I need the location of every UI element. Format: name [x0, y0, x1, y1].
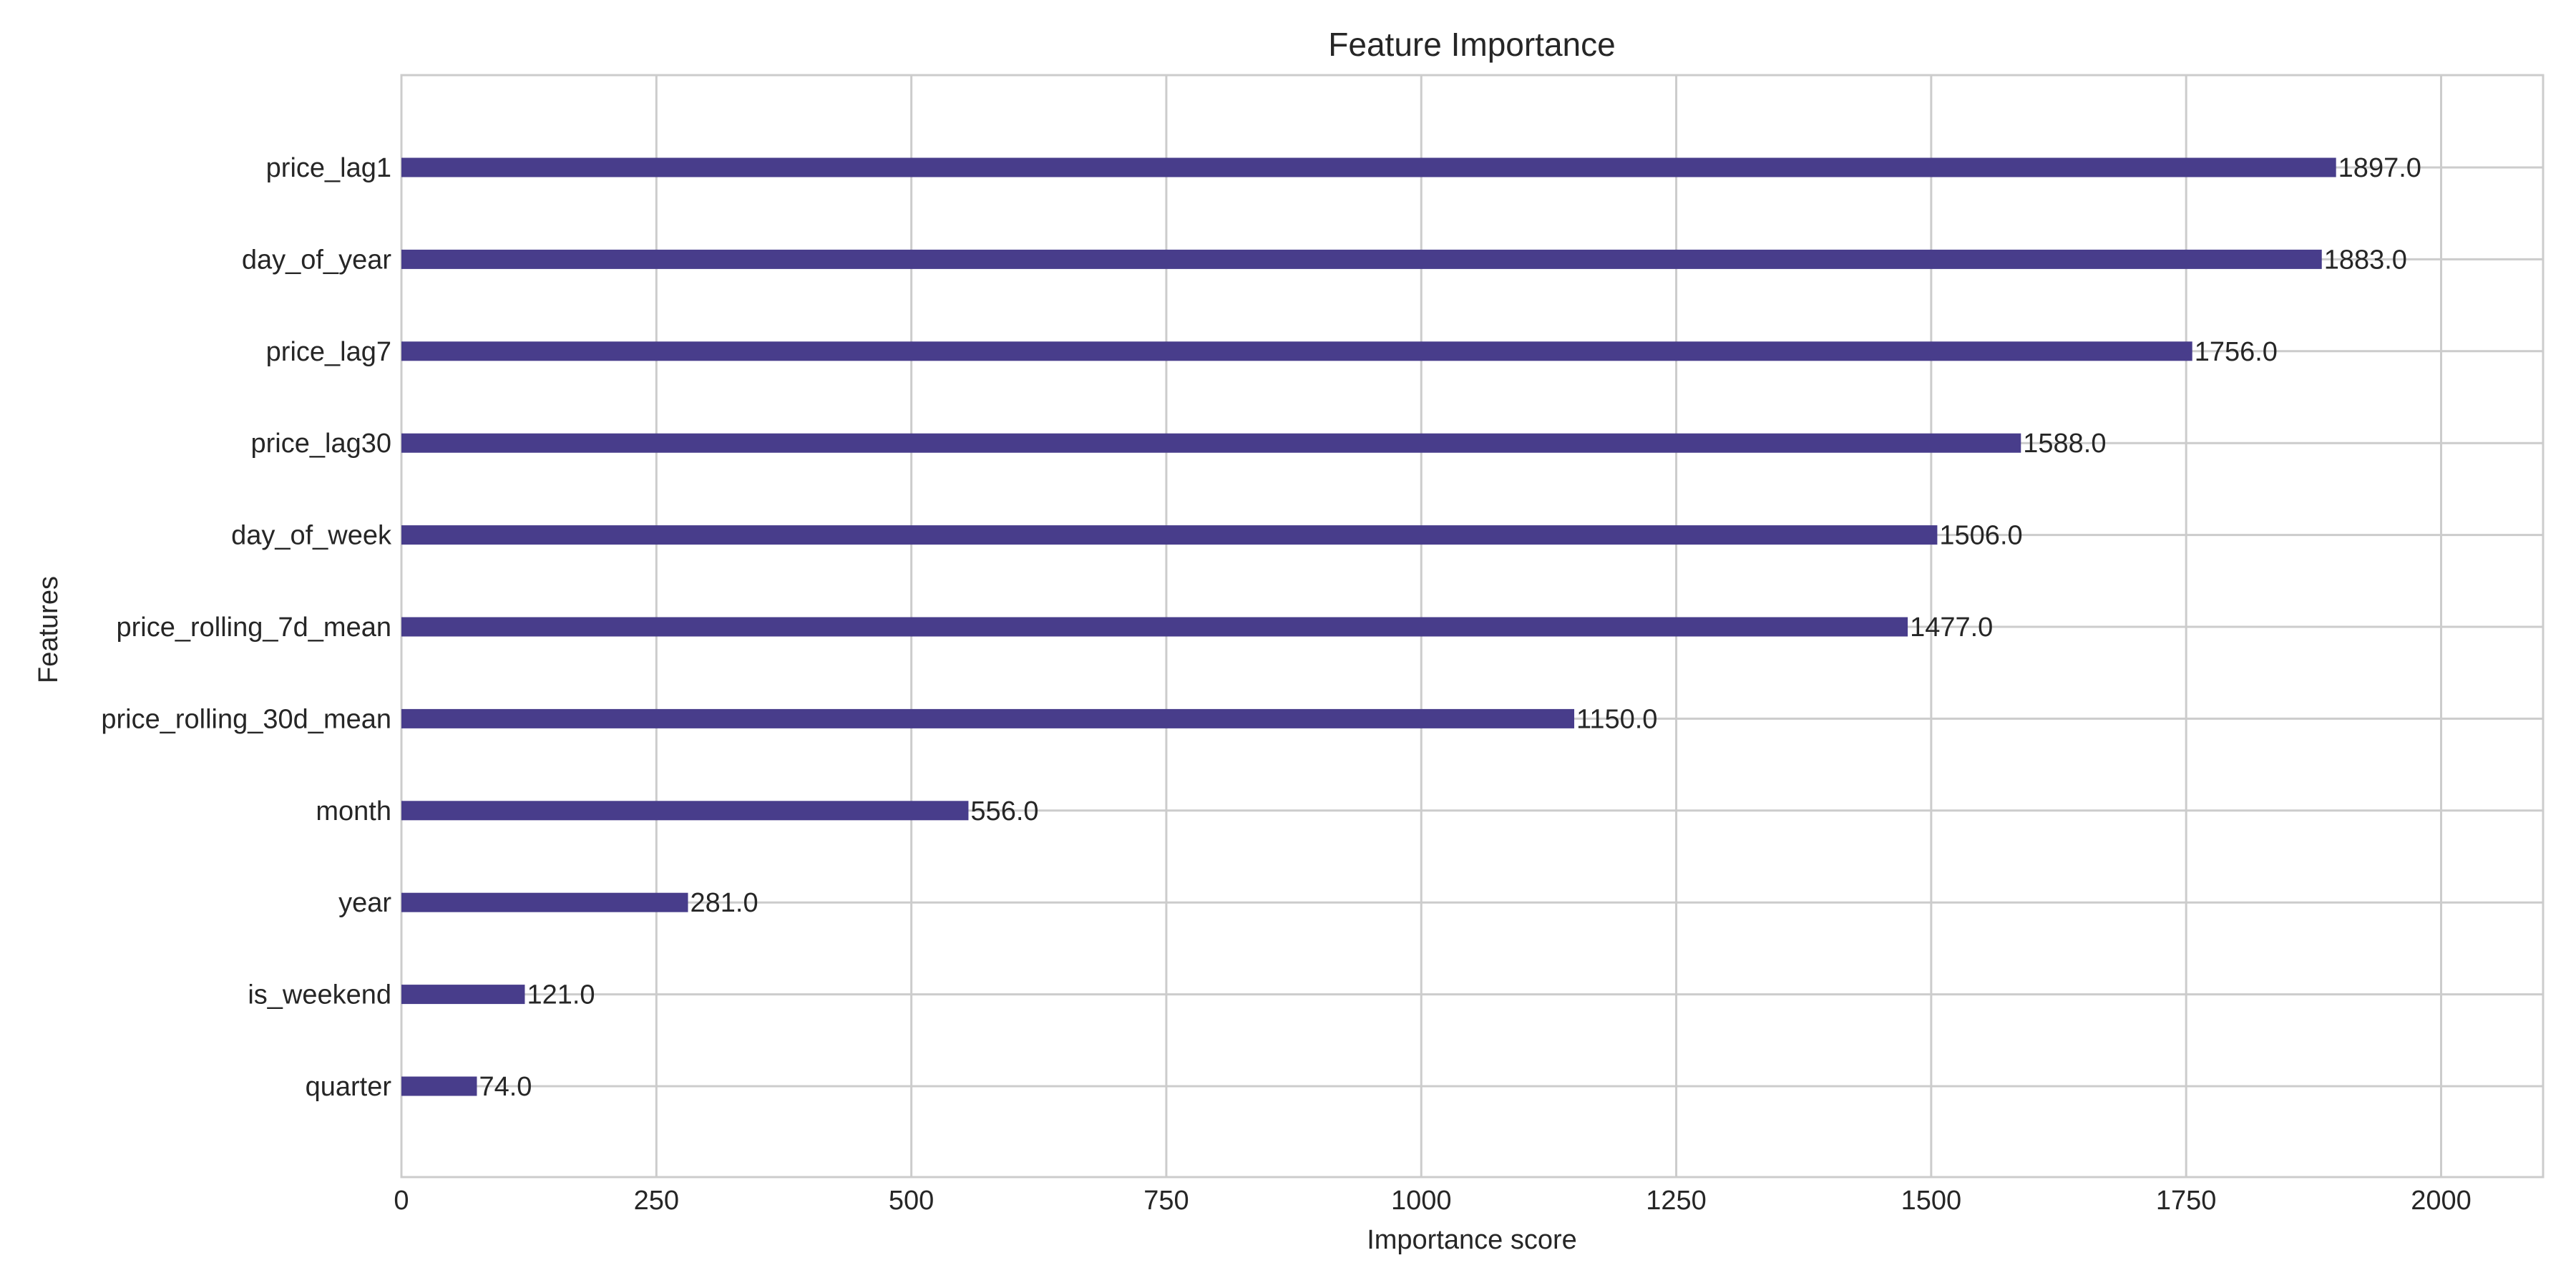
bar-price_lag1	[401, 157, 2336, 177]
data-label: 1588.0	[2023, 429, 2106, 459]
data-label: 556.0	[970, 796, 1038, 826]
data-label: 1897.0	[2338, 153, 2421, 183]
x-tick-label: 1250	[1646, 1186, 1707, 1216]
x-tick-label: 1750	[2156, 1186, 2217, 1216]
x-axis-label: Importance score	[1367, 1225, 1577, 1255]
data-label: 1506.0	[1939, 521, 2022, 551]
bar-price_rolling_30d_mean	[401, 708, 1575, 728]
x-tick-label: 1500	[1901, 1186, 1962, 1216]
bar-year	[401, 892, 688, 912]
data-labels: 1897.0 1883.0 1756.0 1588.0 1506.0 1477.0 1150…	[479, 153, 2421, 1102]
x-tick-labels: 0 250 500 750 1000 1250 1500 1750 2000	[394, 1186, 2471, 1216]
bar-price_rolling_7d_mean	[401, 617, 1908, 637]
bar-quarter	[401, 1076, 477, 1096]
data-label: 1756.0	[2195, 337, 2278, 367]
data-label: 74.0	[479, 1072, 532, 1102]
category-label: price_rolling_7d_mean	[117, 613, 391, 643]
y-axis-label: Features	[34, 576, 64, 683]
chart-title: Feature Importance	[1328, 26, 1615, 63]
x-tick-label: 250	[634, 1186, 679, 1216]
data-label: 1883.0	[2324, 245, 2407, 275]
data-label: 121.0	[527, 980, 595, 1010]
bars	[401, 157, 2336, 1096]
bar-price_lag7	[401, 341, 2192, 361]
data-label: 1477.0	[1910, 613, 1993, 643]
category-label: day_of_year	[242, 245, 391, 275]
category-label: price_lag1	[266, 153, 391, 183]
category-label: day_of_week	[231, 521, 392, 551]
x-tick-label: 1000	[1391, 1186, 1452, 1216]
bar-day_of_week	[401, 525, 1938, 545]
category-label: price_lag7	[266, 337, 391, 367]
bar-price_lag30	[401, 433, 2021, 453]
x-tick-label: 0	[394, 1186, 409, 1216]
data-label: 281.0	[690, 888, 758, 918]
y-category-labels: price_lag1 day_of_year price_lag7 price_lag…	[101, 153, 392, 1102]
category-label: price_rolling_30d_mean	[101, 704, 391, 734]
x-tick-label: 500	[889, 1186, 934, 1216]
category-label: quarter	[306, 1072, 392, 1102]
category-label: price_lag30	[251, 429, 391, 459]
category-label: is_weekend	[248, 980, 391, 1010]
category-label: year	[338, 888, 391, 918]
bar-month	[401, 801, 969, 821]
x-tick-label: 750	[1143, 1186, 1189, 1216]
bar-day_of_year	[401, 249, 2322, 269]
data-label: 1150.0	[1576, 704, 1657, 734]
bar-is_weekend	[401, 985, 525, 1005]
x-tick-label: 2000	[2411, 1186, 2472, 1216]
category-label: month	[316, 796, 391, 826]
